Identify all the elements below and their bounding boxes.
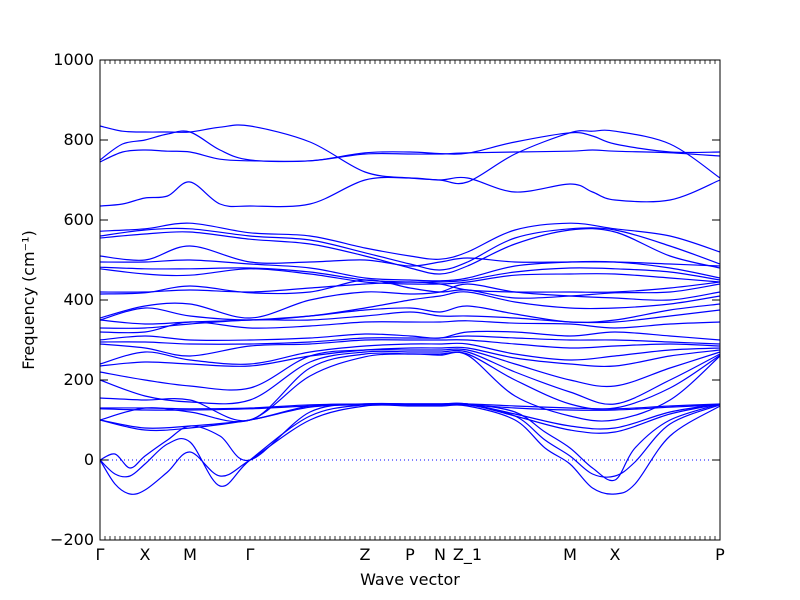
y-tick-label: 0: [84, 450, 94, 469]
band-line-14: [99, 283, 721, 319]
band-line-12: [99, 281, 721, 293]
y-tick-label: 600: [63, 210, 94, 229]
band-line-7: [99, 228, 721, 275]
band-line-19: [99, 330, 721, 341]
band-line-25: [99, 349, 721, 405]
band-line-24: [99, 348, 721, 391]
y-tick-label: 800: [63, 130, 94, 149]
band-line-18: [99, 320, 721, 334]
x-tick-label: Z_1: [453, 545, 482, 565]
band-line-27: [99, 351, 721, 423]
x-tick-label: M: [183, 545, 197, 564]
y-tick-label: 200: [63, 370, 94, 389]
band-line-9: [99, 259, 721, 282]
band-line-32: [99, 402, 721, 482]
y-axis-ticks: −200 0 200 400 600 800 1000: [50, 50, 720, 549]
y-tick-label: −200: [50, 530, 94, 549]
band-line-3: [99, 149, 721, 163]
band-line-4: [99, 176, 721, 208]
band-line-1: [99, 124, 721, 185]
x-tick-label: Γ: [246, 545, 255, 564]
band-lines: [99, 124, 721, 495]
band-line-2: [99, 130, 721, 163]
band-line-34: [99, 404, 721, 495]
band-line-17: [99, 309, 721, 329]
x-tick-label: M: [563, 545, 577, 564]
x-tick-label: P: [405, 545, 415, 564]
band-line-33: [99, 403, 721, 487]
band-line-30: [99, 402, 721, 430]
x-tick-label: N: [434, 545, 446, 564]
band-line-23: [99, 346, 721, 368]
x-axis-ticks: Γ X M Γ Z P N Z_1 M X P: [96, 60, 725, 565]
y-axis-label: Frequency (cm⁻¹): [19, 230, 38, 369]
x-tick-label: Γ: [96, 545, 105, 564]
band-line-5: [99, 222, 721, 260]
band-line-21: [99, 339, 721, 357]
x-tick-label: Z: [360, 545, 371, 564]
y-tick-label: 1000: [53, 50, 94, 69]
x-tick-label: X: [140, 545, 151, 564]
band-line-22: [99, 342, 721, 365]
band-line-20: [99, 335, 721, 345]
x-tick-label: P: [715, 545, 725, 564]
x-tick-label: X: [610, 545, 621, 564]
band-line-6: [99, 227, 721, 271]
band-line-11: [99, 268, 721, 285]
band-line-15: [99, 291, 721, 321]
y-tick-label: 400: [63, 290, 94, 309]
band-line-13: [99, 279, 721, 299]
x-axis-label: Wave vector: [360, 570, 460, 589]
